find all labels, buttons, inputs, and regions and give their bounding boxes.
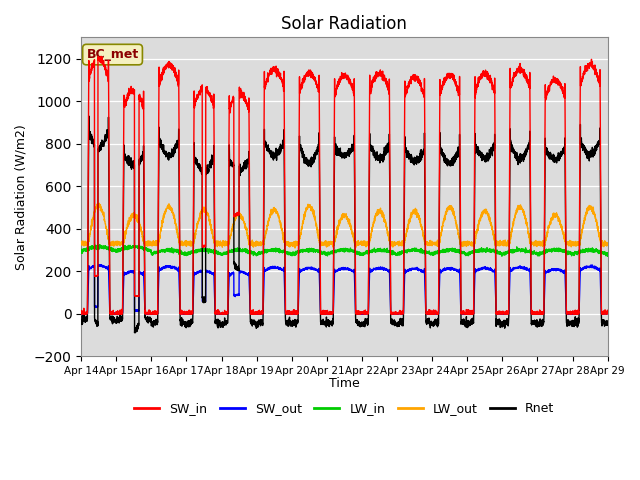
Text: BC_met: BC_met	[86, 48, 139, 61]
Y-axis label: Solar Radiation (W/m2): Solar Radiation (W/m2)	[15, 124, 28, 270]
X-axis label: Time: Time	[329, 377, 360, 390]
Legend: SW_in, SW_out, LW_in, LW_out, Rnet: SW_in, SW_out, LW_in, LW_out, Rnet	[129, 397, 559, 420]
Title: Solar Radiation: Solar Radiation	[282, 15, 407, 33]
